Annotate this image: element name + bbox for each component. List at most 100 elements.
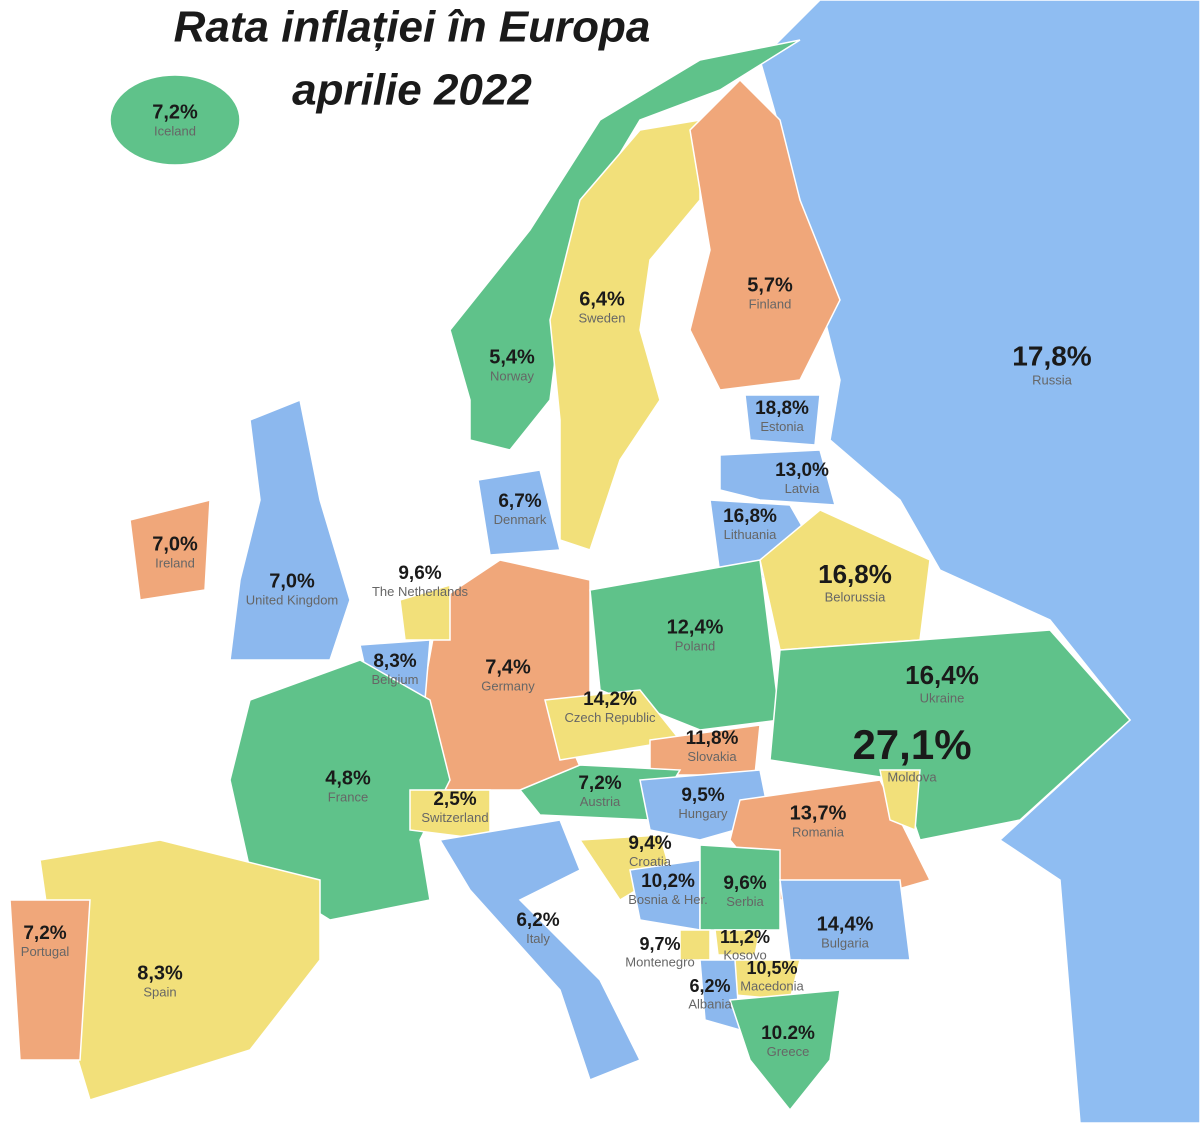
kosovo-shape — [714, 929, 761, 956]
country-labels: 7,2%Iceland6,4%Sweden5,7%Finland5,4%Norw… — [21, 101, 1092, 1059]
inflation-rate: 8,3% — [373, 651, 416, 672]
inflation-rate: 10,5% — [746, 958, 797, 978]
country-name: Germany — [481, 678, 535, 693]
estonia-shape — [744, 394, 821, 446]
inflation-rate: 7,0% — [269, 570, 315, 592]
inflation-rate: 9,6% — [398, 563, 441, 584]
country-name: Albania — [688, 996, 732, 1011]
country-name: Croatia — [629, 854, 672, 869]
country-name: Bosnia & Her. — [628, 892, 708, 907]
inflation-rate: 10,2% — [641, 871, 695, 892]
inflation-rate: 9,4% — [628, 833, 671, 854]
land — [9, 0, 1200, 1123]
inflation-rate: 5,4% — [489, 346, 535, 368]
inflation-rate: 6,7% — [498, 491, 541, 512]
country-name: Portugal — [21, 944, 70, 959]
inflation-rate: 7,0% — [152, 533, 198, 555]
inflation-rate: 6,2% — [689, 976, 730, 996]
country-name: Kosovo — [723, 947, 766, 962]
country-name: France — [328, 789, 368, 804]
country-name: Poland — [675, 638, 715, 653]
inflation-rate: 14,4% — [817, 913, 874, 935]
country-name: Ireland — [155, 555, 195, 570]
country-name: Greece — [767, 1044, 810, 1059]
country-name: Belorussia — [825, 589, 886, 604]
country-name: Ukraine — [920, 690, 965, 705]
inflation-rate: 8,3% — [137, 962, 183, 984]
inflation-rate: 4,8% — [325, 767, 371, 789]
ukraine-shape — [769, 629, 1132, 841]
country-name: Estonia — [760, 419, 804, 434]
country-name: Czech Republic — [564, 710, 656, 725]
country-name: Sweden — [579, 310, 626, 325]
sweden-shape — [549, 119, 701, 551]
inflation-rate: 7,2% — [578, 773, 621, 794]
country-name: Russia — [1032, 372, 1073, 387]
country-name: Denmark — [494, 512, 547, 527]
country-name: Macedonia — [740, 978, 804, 993]
inflation-rate: 11,2% — [720, 927, 770, 947]
country-name: The Netherlands — [372, 584, 469, 599]
belorussia-shape — [759, 509, 931, 651]
country-name: Spain — [143, 984, 176, 999]
finland-shape — [689, 78, 841, 391]
inflation-rate: 13,7% — [790, 802, 847, 824]
iceland-shape — [109, 74, 241, 166]
inflation-rate: 7,2% — [152, 101, 198, 123]
inflation-rate: 17,8% — [1012, 340, 1091, 371]
country-name: Montenegro — [625, 954, 694, 969]
country-name: Switzerland — [421, 810, 488, 825]
title-line-2: aprilie 2022 — [292, 66, 532, 115]
serbia-shape — [699, 844, 781, 931]
country-name: Latvia — [785, 481, 820, 496]
inflation-rate: 12,4% — [667, 616, 724, 638]
latvia-shape — [719, 449, 837, 506]
uk-shape — [229, 398, 351, 661]
france-shape — [229, 659, 451, 921]
inflation-rate: 7,2% — [23, 923, 66, 944]
greece-shape — [728, 989, 841, 1112]
inflation-rate: 9,5% — [681, 785, 724, 806]
country-name: Italy — [526, 931, 550, 946]
country-name: Austria — [580, 794, 621, 809]
country-name: Moldova — [887, 769, 937, 784]
inflation-rate: 9,7% — [639, 934, 680, 954]
moldova-shape — [879, 769, 921, 832]
inflation-rate: 18,8% — [755, 398, 809, 419]
inflation-rate: 10.2% — [761, 1023, 815, 1044]
country-name: Finland — [749, 296, 792, 311]
inflation-rate: 2,5% — [433, 789, 476, 810]
inflation-rate: 5,7% — [747, 274, 793, 296]
netherlands-shape — [399, 583, 451, 641]
country-name: Norway — [490, 368, 535, 383]
inflation-rate: 16,4% — [905, 660, 979, 690]
poland-shape — [589, 559, 781, 731]
country-name: Iceland — [154, 123, 196, 138]
country-name: Romania — [792, 824, 845, 839]
inflation-rate: 6,2% — [516, 910, 559, 931]
country-name: Lithuania — [724, 527, 778, 542]
inflation-rate: 11,8% — [686, 728, 739, 749]
inflation-rate: 16,8% — [818, 559, 892, 589]
country-name: Bulgaria — [821, 935, 869, 950]
inflation-rate: 9,6% — [723, 873, 766, 894]
inflation-rate: 14,2% — [583, 689, 637, 710]
portugal-shape — [9, 899, 91, 1061]
inflation-rate: 16,8% — [723, 506, 777, 527]
country-name: Slovakia — [687, 749, 737, 764]
norway-shape — [449, 39, 801, 451]
ireland-shape — [129, 499, 211, 601]
inflation-rate: 27,1% — [852, 721, 971, 768]
inflation-rate: 7,4% — [485, 656, 531, 678]
country-name: United Kingdom — [246, 592, 339, 607]
country-name: Belgium — [372, 672, 419, 687]
country-name: Serbia — [726, 894, 764, 909]
title-line-1: Rata inflației în Europa — [174, 3, 651, 52]
bulgaria-shape — [779, 879, 911, 961]
inflation-rate: 13,0% — [775, 460, 829, 481]
inflation-rate: 6,4% — [579, 288, 625, 310]
country-name: Hungary — [678, 806, 728, 821]
denmark-shape — [477, 469, 561, 556]
italy-shape — [438, 819, 642, 1081]
